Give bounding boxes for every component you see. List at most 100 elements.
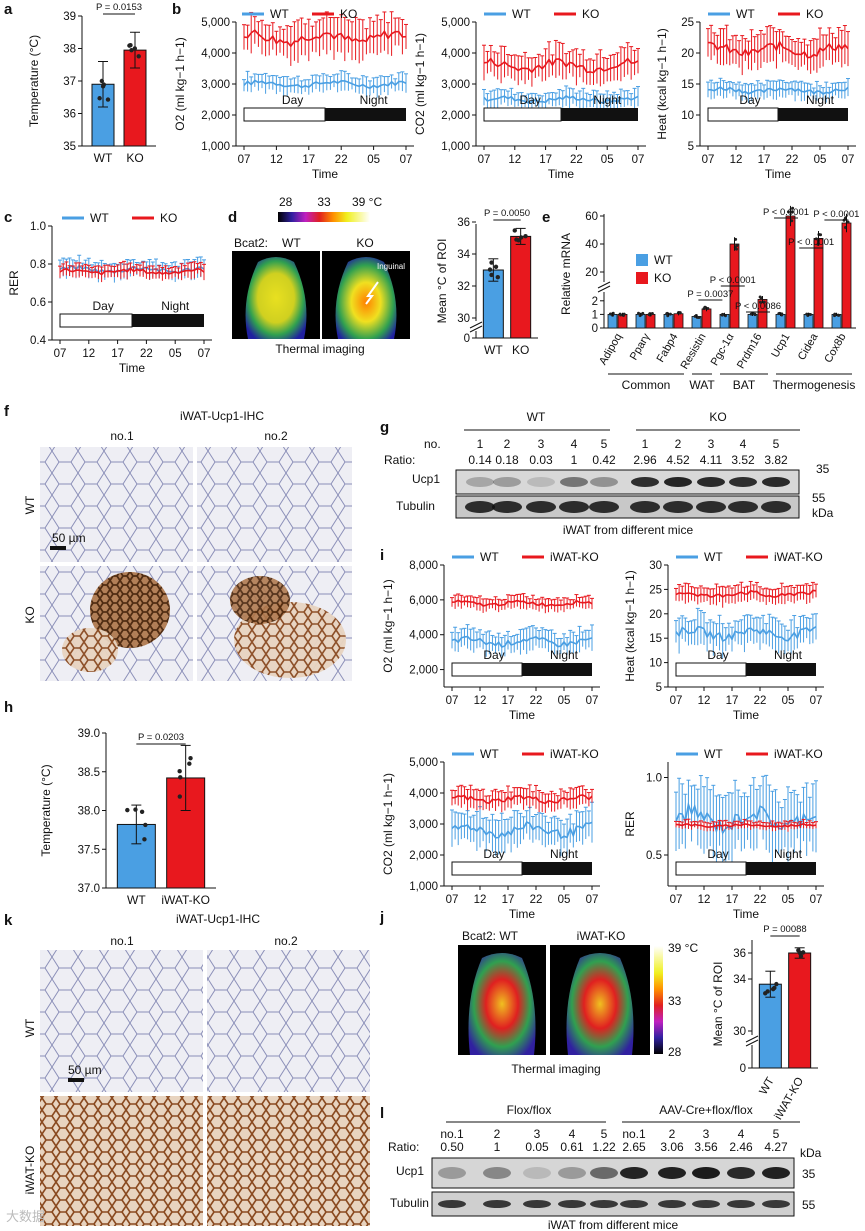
data-point [177,768,182,774]
x-tick-label: 17 [502,695,515,707]
day-label: Day [93,299,114,313]
data-point [139,809,145,814]
lane-ratio: 0.42 [592,453,616,467]
blot-caption: iWAT from different mice [548,1218,679,1231]
night-bar [522,862,592,875]
y-tick-label: 10 [649,658,662,670]
band-tubulin [762,1200,790,1208]
y-tick-label: 37 [63,76,76,88]
data-point [487,267,493,272]
day-bar [451,662,523,677]
x-tick-label: 07 [632,154,645,166]
chart-i3: 1,000 2,000 3,000 4,000 5,000 07 12 17 22 05 07 Tim… [381,757,600,921]
group-label: BAT [733,378,756,392]
day-label: Day [707,847,728,861]
ihc-title: iWAT-Ucp1-IHC [180,409,264,423]
y-tick-label: 4,000 [441,48,470,60]
chart-i4: 0.5 1.0 07 12 17 22 05 07 Time RER Day Night [623,762,824,921]
data-point [143,822,148,828]
series-line [675,801,817,835]
y-tick-label: 34 [733,974,746,986]
x-tick-label: 05 [169,348,182,360]
x-tick-label: 22 [530,695,543,707]
scale-tick: 28 [279,195,293,209]
y-tick-label: 30 [649,560,662,572]
x-tick-label: 07 [586,894,599,906]
y-tick-label: 2,000 [201,110,230,122]
lane-ratio: 2.46 [729,1140,753,1154]
y-axis-label: Temperature (°C) [39,764,53,856]
x-tick-label: 17 [302,154,315,166]
y-axis-label: RER [7,270,21,296]
group-label: Thermogenesis [773,378,856,392]
data-point [650,312,654,316]
band-ucp1 [483,1167,511,1179]
x-tick-label: 07 [810,894,823,906]
legend-b2: WT KO [484,7,599,21]
mw-marker: 55 [812,491,826,505]
y-tick-label: 4,000 [201,48,230,60]
panel-letter: k [4,912,13,929]
scale-tick: 33 [317,195,331,209]
series-WT [242,70,408,98]
night-bar [132,314,204,327]
y-tick-label: 1,000 [441,141,470,153]
legend-label-wt: WT [480,747,499,761]
legend-label-ko: KO [806,7,823,21]
y-axis-label: Temperature (°C) [27,35,41,127]
band-ucp1 [620,1167,648,1179]
p-value: P = 0.0153 [96,2,142,13]
p-value: P < 0.0001 [813,209,859,220]
x-tick-label: 22 [786,154,799,166]
y-tick-label: 32 [457,281,470,293]
data-point [735,243,739,247]
chart-c: 0.4 0.6 0.8 1.0 07 12 17 22 05 07 Time RER Day Night [7,221,212,375]
scale-bar [68,1078,84,1082]
chart-i1: 2,000 4,000 6,000 8,000 07 12 17 22 05 07 Time O2 (… [381,560,600,722]
bar-KO-Fabp4 [673,313,684,329]
band-ucp1 [697,477,725,487]
data-point [819,233,823,237]
mouse-wt [245,257,307,339]
scale-bar [50,546,66,550]
x-tick-label: 07 [238,154,251,166]
kda-label: kDa [800,1146,822,1160]
mw-marker: 35 [816,462,830,476]
lane-ratio: 0.61 [560,1140,584,1154]
x-tick-label: 05 [558,695,571,707]
lane-number: 2 [669,1127,676,1141]
wt-label: WT [282,236,301,250]
series-WT [450,624,594,657]
series-iWAT-KO [674,818,818,832]
x-tick-label: 17 [726,894,739,906]
lane-number: 3 [538,437,545,451]
panel-letter: l [380,1105,384,1122]
series-KO [706,24,850,76]
band-ucp1 [590,477,618,487]
ucp1-stain [62,628,118,672]
data-point [133,807,138,812]
y-tick-label: 10 [681,110,694,122]
y-tick-label: 2,000 [409,665,438,677]
legend-label-wt: WT [90,211,109,225]
band-ucp1 [729,477,757,487]
data-point [772,985,777,991]
y-tick-label: 30 [733,1026,746,1038]
data-point [493,264,499,269]
night-label: Night [360,93,389,107]
y-tick-label: 20 [681,48,694,60]
legend-label-wt: WT [704,747,723,761]
lane-number: 5 [601,437,608,451]
panel-letter: g [380,419,389,436]
y-tick-label: 60 [585,211,598,223]
y-tick-label: 1.0 [646,773,662,785]
ucp1-stain [230,576,290,624]
band-tubulin [630,501,660,513]
lane-ratio: 2.65 [622,1140,646,1154]
y-tick-label: 3,000 [409,819,438,831]
axis-break [469,321,483,329]
band-ucp1 [560,477,588,487]
data-point [796,948,801,953]
legend-label-ko: KO [340,7,357,21]
